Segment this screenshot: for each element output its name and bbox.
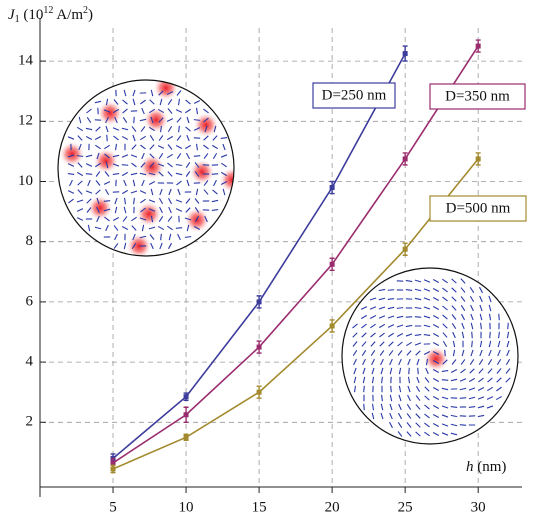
x-tick-label: 30 [471, 499, 486, 515]
spin-arrow [176, 228, 182, 229]
point [184, 412, 189, 417]
y-tick-label: 10 [18, 173, 33, 189]
skyrmion-core [97, 100, 123, 126]
point [476, 156, 481, 161]
spin-arrow [472, 332, 473, 338]
spin-arrow [472, 341, 473, 347]
point [403, 51, 408, 56]
y-tick-label: 8 [26, 233, 34, 249]
point [403, 247, 408, 252]
point [257, 345, 262, 350]
point [257, 390, 262, 395]
skyrmion-core [139, 154, 165, 180]
spin-arrow [442, 380, 448, 381]
spin-arrow [161, 234, 162, 240]
spin-arrow [364, 404, 365, 410]
spin-arrow [194, 156, 200, 157]
x-tick-label: 25 [398, 499, 413, 515]
skyrmion-core [153, 75, 179, 101]
x-tick-label: 5 [109, 499, 117, 515]
y-axis-label-part: 12 [43, 5, 53, 16]
spin-arrow [364, 386, 365, 392]
point [257, 299, 262, 304]
legend-label: D=250 nm [322, 87, 387, 103]
legend-label: D=500 nm [446, 200, 511, 216]
spin-arrow [391, 386, 392, 392]
x-tick-label: 20 [325, 499, 340, 515]
point [330, 185, 335, 190]
spin-arrow [185, 237, 191, 238]
point [403, 156, 408, 161]
y-tick-label: 14 [18, 53, 34, 69]
y-axis-label-part: (10 [20, 7, 44, 23]
x-axis-label: h (nm) [466, 459, 506, 475]
x-axis-label-part: h [466, 459, 474, 475]
x-tick-label: 15 [252, 499, 267, 515]
y-tick-label: 12 [18, 113, 33, 129]
spin-arrow [409, 368, 410, 374]
skyrmion-core [189, 159, 215, 185]
skyrmion-core [93, 148, 119, 174]
x-axis-label-part: (nm) [474, 459, 507, 475]
point [184, 435, 189, 440]
skyrmion-core [136, 201, 162, 227]
spin-arrow [86, 174, 92, 175]
legend-label: D=350 nm [445, 88, 510, 104]
spin-arrow [194, 120, 200, 121]
y-tick-label: 2 [26, 414, 34, 430]
spin-arrow [77, 156, 83, 157]
point [111, 466, 116, 471]
y-tick-label: 4 [26, 354, 34, 370]
y-tick-label: 6 [26, 293, 34, 309]
spin-arrow [415, 317, 421, 318]
skyrmion-core [143, 107, 169, 133]
spin-arrow [212, 174, 218, 175]
y-axis-label-part: ) [88, 7, 93, 23]
inset-skyrmion-lattice [58, 75, 245, 259]
y-axis-label-part: A/m [53, 7, 83, 23]
point [476, 44, 481, 49]
spin-arrow [499, 314, 500, 320]
point [330, 323, 335, 328]
spin-arrow [460, 425, 466, 426]
x-tick-label: 10 [179, 499, 194, 515]
spin-arrow [176, 165, 182, 166]
y-axis-label: J1 (1012 A/m2) [8, 5, 93, 25]
inset-single-skyrmion [342, 268, 518, 444]
point [330, 262, 335, 267]
spin-arrow [104, 201, 110, 202]
skyrmion-core [193, 112, 219, 138]
point [184, 394, 189, 399]
spin-arrow [418, 368, 419, 374]
spin-arrow [460, 398, 466, 399]
spin-arrow [113, 174, 119, 175]
spin-arrow [122, 165, 128, 166]
spin-arrow [445, 350, 446, 356]
spin-arrow [397, 308, 403, 309]
spin-arrow [490, 332, 491, 338]
